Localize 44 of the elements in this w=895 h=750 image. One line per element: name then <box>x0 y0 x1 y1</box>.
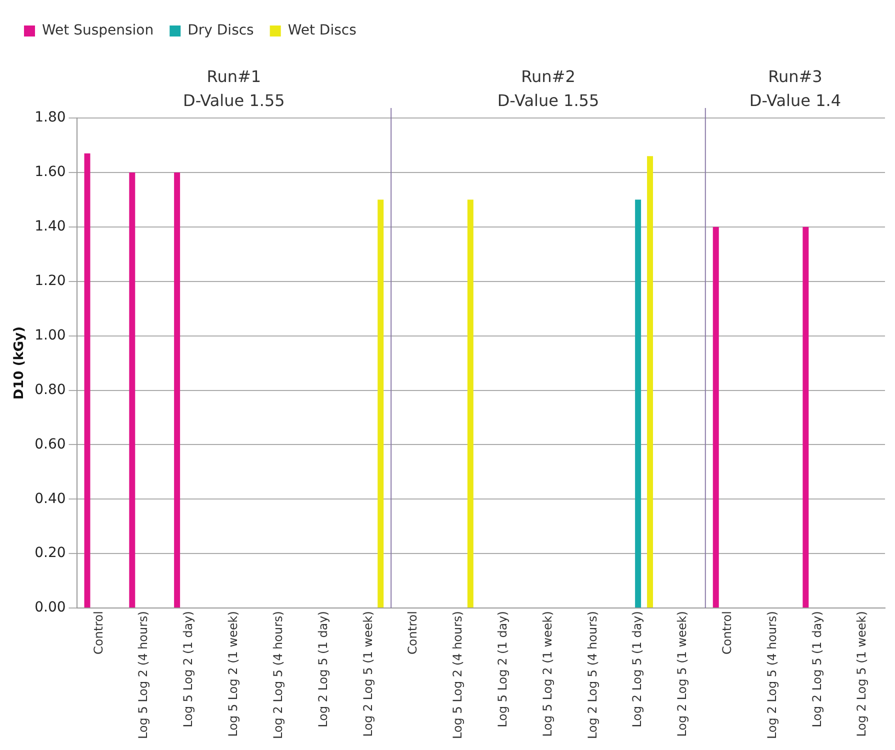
x-tick-label: Log 5 Log 2 (1 week) <box>540 611 554 737</box>
y-tick-label: 1.20 <box>34 272 66 289</box>
x-tick-label: Log 2 Log 5 (1 day) <box>630 611 644 728</box>
y-tick-label: 1.60 <box>34 164 66 180</box>
y-tick-label: 1.00 <box>34 327 66 344</box>
legend-label: Wet Suspension <box>42 22 154 39</box>
x-tick-label: Log 5 Log 2 (1 day) <box>495 611 510 728</box>
x-tick-label: Log 5 Log 2 (4 hours) <box>136 611 150 740</box>
bar <box>467 200 474 608</box>
bar <box>635 200 642 608</box>
legend-label: Wet Discs <box>288 22 356 39</box>
y-tick-label: 0.00 <box>34 600 66 616</box>
x-tick-label: Log 5 Log 2 (1 day) <box>181 611 196 728</box>
x-tick-label: Log 2 Log 5 (4 hours) <box>270 611 285 740</box>
bar <box>174 172 180 608</box>
x-tick-label: Log 5 Log 2 (1 week) <box>226 611 240 737</box>
text: Run#3 D-Value 1.4 <box>749 67 842 110</box>
bar <box>129 172 136 608</box>
bar <box>378 200 384 608</box>
x-tick-label: Log 2 Log 5 (1 week) <box>675 611 690 737</box>
x-tick-label: Control <box>406 611 420 654</box>
bar <box>647 156 654 608</box>
y-tick-label: 1.40 <box>34 218 66 235</box>
y-tick-label: 0.80 <box>34 382 66 398</box>
y-tick-label: 0.40 <box>34 490 66 507</box>
y-tick-label: 1.80 <box>34 110 66 126</box>
bar <box>802 226 809 608</box>
text: Run#2 D-Value 1.55 <box>497 67 600 110</box>
y-tick-label: 0.60 <box>34 436 66 452</box>
x-tick-label: Log 2 Log 5 (1 day) <box>810 611 824 728</box>
legend-label: Dry Discs <box>188 22 254 39</box>
bar <box>84 153 90 608</box>
x-tick-label: Log 2 Log 5 (1 week) <box>854 611 869 737</box>
bar <box>712 226 719 608</box>
y-tick-label: 0.20 <box>34 545 66 562</box>
text: Run#1 D-Value 1.55 <box>183 67 285 110</box>
x-tick-label: Control <box>720 611 734 654</box>
x-tick-label: Log 2 Log 5 (1 week) <box>360 611 375 737</box>
x-tick-label: Log 5 Log 2 (4 hours) <box>450 611 465 740</box>
x-tick-label: Log 2 Log 5 (4 hours) <box>764 611 779 740</box>
x-tick-label: Control <box>91 611 106 654</box>
x-tick-label: Log 2 Log 5 (1 day) <box>316 611 330 728</box>
y-axis-title: D10 (kGy) <box>12 326 28 400</box>
x-tick-label: Log 2 Log 5 (4 hours) <box>585 611 600 740</box>
